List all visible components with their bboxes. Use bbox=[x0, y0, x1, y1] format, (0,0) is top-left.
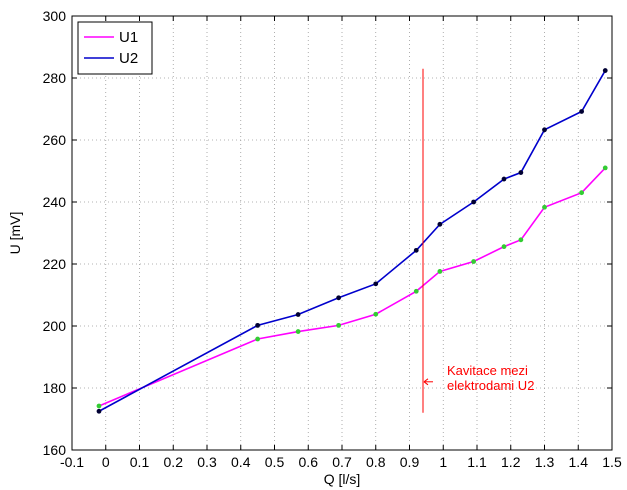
x-tick-label: 0.8 bbox=[366, 454, 386, 470]
x-tick-label: 0.9 bbox=[400, 454, 420, 470]
data-point-u2 bbox=[336, 295, 342, 301]
data-point-u1 bbox=[471, 259, 477, 264]
y-tick-label: 260 bbox=[43, 132, 67, 148]
x-tick-label: 0.4 bbox=[231, 454, 251, 470]
annotation-text-line: elektrodami U2 bbox=[447, 378, 534, 393]
grid bbox=[72, 16, 612, 450]
x-tick-label: 0.2 bbox=[164, 454, 184, 470]
data-point-u1 bbox=[373, 311, 379, 317]
x-tick-label: 1.1 bbox=[467, 454, 487, 470]
series-u1 bbox=[96, 165, 608, 409]
y-tick-label: 280 bbox=[43, 70, 67, 86]
y-tick-label: 220 bbox=[43, 256, 67, 272]
data-point-u1 bbox=[437, 269, 443, 274]
data-point-u2 bbox=[373, 281, 379, 287]
legend-box bbox=[77, 21, 153, 75]
x-tick-label: 1.5 bbox=[602, 454, 622, 470]
data-point-u1 bbox=[518, 237, 524, 243]
data-point-u2 bbox=[96, 408, 102, 414]
legend-label-u1: U1 bbox=[119, 29, 138, 46]
data-point-u2 bbox=[255, 322, 261, 328]
data-point-u2 bbox=[413, 247, 419, 253]
y-axis-label: U [mV] bbox=[7, 212, 23, 255]
annotation-text-line: Kavitace mezi bbox=[447, 363, 528, 378]
x-tick-label: 0.5 bbox=[265, 454, 285, 470]
x-axis-label: Q [l/s] bbox=[324, 471, 361, 487]
data-point-u2 bbox=[579, 109, 585, 114]
data-point-u2 bbox=[501, 176, 507, 182]
data-point-u2 bbox=[471, 199, 477, 205]
x-tick-label: 1 bbox=[439, 454, 447, 470]
data-point-u1 bbox=[255, 336, 261, 342]
data-point-u1 bbox=[96, 403, 102, 409]
x-tick-label: 0.3 bbox=[197, 454, 217, 470]
tick-labels: -0.1 0 0.1 0.2 0.3 0.4 0.5 0.6 0.7 0.8 0.9 1 1.1 1.2 1… bbox=[43, 8, 622, 470]
x-tick-label: 0.6 bbox=[299, 454, 319, 470]
data-point-u1 bbox=[295, 329, 301, 334]
data-point-u2 bbox=[437, 221, 443, 227]
x-tick-label: 1.3 bbox=[535, 454, 555, 470]
y-tick-label: 300 bbox=[43, 8, 67, 24]
series-line-u2 bbox=[98, 70, 606, 412]
annotation-arrow-head bbox=[423, 378, 429, 386]
y-tick-label: 200 bbox=[43, 318, 67, 334]
x-tick-label: 0.7 bbox=[332, 454, 352, 470]
y-tick-label: 160 bbox=[43, 442, 67, 458]
y-tick-label: 240 bbox=[43, 194, 67, 210]
data-point-u2 bbox=[602, 68, 608, 73]
series-group bbox=[96, 68, 608, 414]
data-point-u1 bbox=[501, 244, 507, 250]
data-point-u1 bbox=[579, 190, 585, 196]
data-point-u1 bbox=[602, 165, 608, 171]
legend-label-u2: U2 bbox=[119, 50, 138, 67]
x-tick-label: 0 bbox=[102, 454, 110, 470]
data-point-u2 bbox=[518, 170, 524, 175]
x-tick-label: 1.4 bbox=[569, 454, 589, 470]
plot-frame bbox=[71, 15, 613, 451]
data-point-u2 bbox=[542, 127, 547, 133]
data-point-u1 bbox=[336, 322, 342, 328]
data-point-u2 bbox=[295, 312, 301, 317]
series-u2 bbox=[96, 68, 608, 414]
x-tick-label: -0.1 bbox=[60, 454, 84, 470]
data-point-u1 bbox=[542, 204, 547, 210]
data-point-u1 bbox=[413, 288, 419, 294]
x-tick-label: 0.1 bbox=[130, 454, 150, 470]
x-tick-label: 1.2 bbox=[501, 454, 521, 470]
y-tick-label: 180 bbox=[43, 380, 67, 396]
